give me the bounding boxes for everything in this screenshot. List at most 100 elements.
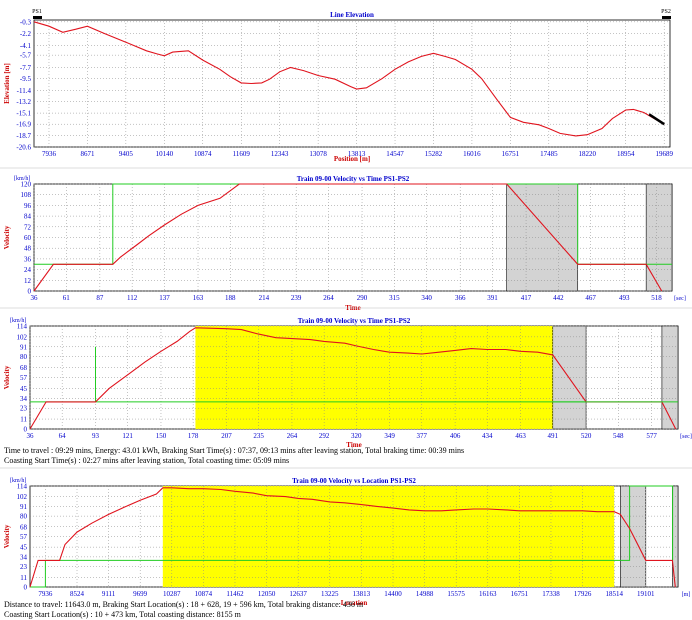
panel2-y-tick-label-1: 12 (24, 277, 32, 285)
panel4-x-tick-label-17: 17926 (574, 590, 592, 598)
panel2-x-tick-label-7: 214 (259, 294, 270, 302)
panel3-x-tick-label-18: 548 (613, 432, 624, 440)
panel4-y-unit: [km/h] (10, 478, 26, 484)
panel1-y-tick-label-2: -4.1 (20, 42, 32, 50)
panel4-series-1 (29, 487, 676, 588)
panel4-coasting-region-0 (162, 486, 615, 587)
panel4-y-tick-label-0: 0 (24, 584, 28, 592)
panel4-series-0 (30, 485, 674, 588)
panel3-x-tick-label-4: 150 (156, 432, 167, 440)
panel1-series-1 (648, 113, 665, 126)
panel3-y-tick-label-3: 34 (20, 395, 28, 403)
panel1-plot-area (33, 19, 671, 148)
panel4-x-tick-label-1: 8524 (70, 590, 85, 598)
panel2-x-tick-label-8: 239 (291, 294, 302, 302)
panel2-y-tick-label-7: 84 (24, 213, 32, 221)
panel3-y-tick-label-6: 68 (20, 364, 28, 372)
panel4-x-tick-label-14: 16163 (479, 590, 497, 598)
panel4-x-unit: [m] (682, 592, 691, 598)
panel3-x-tick-label-10: 320 (351, 432, 362, 440)
panel1-x-tick-label-14: 18220 (579, 150, 597, 158)
panel2-x-tick-label-10: 290 (357, 294, 368, 302)
panel2-x-tick-label-17: 467 (585, 294, 596, 302)
panel3-x-tick-label-16: 491 (548, 432, 559, 440)
panel1-y-tick-label-0: -0.3 (20, 18, 32, 26)
panel4-x-tick-label-10: 13813 (353, 590, 371, 598)
panel1-title: Line Elevation (330, 11, 374, 19)
panel4-x-tick-label-11: 14400 (384, 590, 402, 598)
coast-distance-info-line: Coasting Start Location(s) : 10 + 473 km… (4, 610, 241, 619)
panel1-x-tick-label-5: 11609 (233, 150, 251, 158)
panel2-x-tick-label-15: 417 (521, 294, 532, 302)
panel2-x-tick-label-4: 137 (159, 294, 170, 302)
panel4-x-tick-label-19: 19101 (637, 590, 655, 598)
panel1-y-tick-label-1: -2.2 (20, 30, 32, 38)
panel1-x-tick-label-12: 16751 (502, 150, 520, 158)
panel1-x-tick-label-9: 14547 (386, 150, 404, 158)
panel1-end-station-label: PS2 (661, 9, 671, 15)
panel3-y-tick-label-4: 45 (20, 385, 28, 393)
panel2-x-tick-label-19: 518 (651, 294, 662, 302)
panel1-x-tick-label-10: 15282 (425, 150, 443, 158)
panel1-y-tick-label-5: -9.5 (20, 75, 32, 83)
panel1-y-tick-label-6: -11.4 (17, 87, 32, 95)
panel2-braking-region-1 (645, 183, 673, 292)
panel1-end-station-marker (662, 16, 671, 19)
panel2-x-tick-label-6: 188 (225, 294, 236, 302)
panel2-x-tick-label-12: 340 (421, 294, 432, 302)
panel1-x-tick-label-13: 17485 (540, 150, 558, 158)
panel1-x-tick-label-8: 13813 (348, 150, 366, 158)
panel4-x-tick-label-15: 16751 (511, 590, 529, 598)
panel3-y-tick-label-1: 11 (20, 416, 27, 424)
panel2-x-unit: [sec] (674, 296, 686, 302)
panel2-y-tick-label-3: 36 (24, 255, 32, 263)
panel3-y-tick-label-7: 80 (20, 353, 28, 361)
panel3-series-2 (29, 327, 677, 430)
panel3-x-tick-label-14: 434 (482, 432, 493, 440)
panel1-x-tick-label-4: 10874 (194, 150, 212, 158)
panel4-y-tick-label-4: 45 (20, 544, 28, 552)
panel4-y-tick-label-5: 57 (20, 533, 28, 541)
panel4-y-tick-label-10: 114 (17, 483, 28, 491)
panel1-x-tick-label-11: 16016 (463, 150, 481, 158)
panel2-x-tick-label-1: 61 (63, 294, 71, 302)
panel2-y-tick-label-2: 24 (24, 266, 32, 274)
panel3-y-unit: [km/h] (10, 318, 26, 324)
panel3-y-tick-label-5: 57 (20, 374, 28, 382)
panel1-series-0 (33, 21, 665, 137)
panel4-x-tick-label-13: 15575 (447, 590, 465, 598)
panel2-y-unit: [km/h] (14, 176, 30, 182)
panel4-y-tick-label-3: 34 (20, 553, 28, 561)
panel2-x-tick-label-0: 36 (31, 294, 39, 302)
panel4-x-tick-label-12: 14988 (416, 590, 434, 598)
panel3-x-tick-label-12: 377 (417, 432, 428, 440)
panel1-x-tick-label-7: 13078 (309, 150, 327, 158)
panel3-y-tick-label-0: 0 (24, 426, 28, 434)
panel2-x-tick-label-16: 442 (553, 294, 564, 302)
panel1-y-tick-label-8: -15.1 (16, 110, 31, 118)
panel4-y-tick-label-7: 80 (20, 513, 28, 521)
panel3-x-tick-label-17: 520 (581, 432, 592, 440)
panel3-title: Train 09-00 Velocity vs Time PS1-PS2 (298, 317, 411, 325)
panel2-y-tick-label-10: 120 (21, 181, 32, 189)
panel3-x-unit: [sec] (680, 434, 692, 440)
panel4-y-tick-label-8: 91 (20, 503, 28, 511)
panel2-title: Train 09-00 Velocity vs Time PS1-PS2 (297, 175, 410, 183)
panel3-x-tick-label-0: 36 (27, 432, 35, 440)
panel3-x-tick-label-3: 121 (122, 432, 133, 440)
panel3-x-tick-label-19: 577 (646, 432, 657, 440)
panel1-y-tick-label-3: -5.7 (20, 52, 32, 60)
time-info-line: Time to travel : 09:29 mins, Energy: 43.… (4, 446, 465, 455)
panel2-y-tick-label-0: 0 (28, 288, 32, 296)
panel4-y-tick-label-9: 102 (17, 493, 28, 501)
distance-info-line: Distance to travel: 11643.0 m, Braking S… (4, 600, 364, 609)
panel1-y-tick-label-11: -20.6 (16, 144, 31, 152)
panel3-x-tick-label-15: 463 (515, 432, 526, 440)
panel1-y-tick-label-4: -7.7 (20, 64, 32, 72)
panel1-x-tick-label-16: 19689 (655, 150, 673, 158)
panel1-x-tick-label-6: 12343 (271, 150, 289, 158)
panel2-x-tick-label-18: 493 (619, 294, 630, 302)
panel4-y-tick-label-6: 68 (20, 523, 28, 531)
panel2-y-axis-label: Velocity (3, 225, 11, 249)
panel2-y-tick-label-4: 48 (24, 245, 32, 253)
